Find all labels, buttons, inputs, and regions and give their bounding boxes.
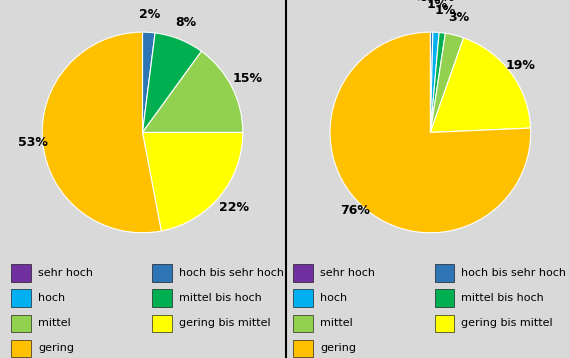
Bar xyxy=(294,340,314,357)
Text: hoch: hoch xyxy=(38,293,66,303)
Bar xyxy=(434,289,454,307)
Text: 8%: 8% xyxy=(176,16,197,29)
Text: mittel bis hoch: mittel bis hoch xyxy=(179,293,262,303)
Wedge shape xyxy=(142,132,243,231)
Text: sehr hoch: sehr hoch xyxy=(320,268,375,278)
Bar xyxy=(294,264,314,282)
Wedge shape xyxy=(430,33,445,132)
Wedge shape xyxy=(430,33,463,132)
Bar xyxy=(294,289,314,307)
Bar xyxy=(11,289,31,307)
Text: hoch bis sehr hoch: hoch bis sehr hoch xyxy=(461,268,567,278)
Wedge shape xyxy=(142,32,155,132)
Text: mittel bis hoch: mittel bis hoch xyxy=(461,293,544,303)
Text: gering: gering xyxy=(38,343,74,353)
Bar xyxy=(434,264,454,282)
Text: 1%: 1% xyxy=(434,4,455,18)
Text: 1%: 1% xyxy=(427,0,448,11)
Wedge shape xyxy=(142,33,201,132)
Text: 3%: 3% xyxy=(449,11,470,24)
Bar xyxy=(11,264,31,282)
Text: hoch: hoch xyxy=(320,293,348,303)
Bar xyxy=(294,314,314,332)
Wedge shape xyxy=(142,51,243,132)
Text: 15%: 15% xyxy=(233,72,263,85)
Text: <0,5%: <0,5% xyxy=(409,0,455,4)
Text: 19%: 19% xyxy=(506,59,536,72)
Text: 2%: 2% xyxy=(139,8,161,21)
Text: 76%: 76% xyxy=(340,204,370,217)
Text: gering bis mittel: gering bis mittel xyxy=(179,318,271,328)
Wedge shape xyxy=(430,32,439,132)
Bar xyxy=(152,289,172,307)
Text: 53%: 53% xyxy=(18,136,47,149)
Text: mittel: mittel xyxy=(38,318,71,328)
Text: sehr hoch: sehr hoch xyxy=(38,268,93,278)
Text: mittel: mittel xyxy=(320,318,353,328)
Wedge shape xyxy=(330,32,531,233)
Bar xyxy=(11,314,31,332)
Bar xyxy=(434,314,454,332)
Bar xyxy=(152,314,172,332)
Bar xyxy=(152,264,172,282)
Wedge shape xyxy=(42,32,161,233)
Text: hoch bis sehr hoch: hoch bis sehr hoch xyxy=(179,268,284,278)
Text: gering: gering xyxy=(320,343,356,353)
Bar xyxy=(11,340,31,357)
Text: gering bis mittel: gering bis mittel xyxy=(461,318,553,328)
Wedge shape xyxy=(430,38,531,132)
Text: 22%: 22% xyxy=(219,202,249,214)
Wedge shape xyxy=(430,32,433,132)
